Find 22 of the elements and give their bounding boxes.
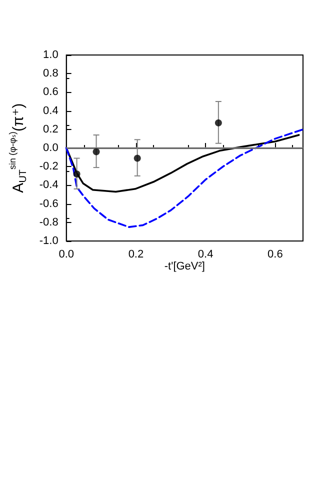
y-tick-label: -0.2 <box>39 160 58 173</box>
y-tick-label: -1.0 <box>39 235 58 247</box>
y-tick-label: -0.4 <box>39 179 58 192</box>
y-tick-label: 1.0 <box>43 49 58 61</box>
x-tick-label: 0.2 <box>128 248 144 260</box>
x-tick-label: 0.6 <box>268 248 283 260</box>
y-axis-title: AUTsin (φ-φₛ)(π⁺) <box>8 103 29 193</box>
point <box>92 148 100 156</box>
x-axis-title: -t'[GeV²] <box>164 260 205 272</box>
point <box>214 119 222 126</box>
y-tick-label: 0.8 <box>43 68 58 80</box>
point <box>73 170 80 178</box>
line-series <box>65 128 304 228</box>
y-tick-label: -0.8 <box>39 216 58 228</box>
y-tick-label: 0.4 <box>43 104 58 117</box>
x-tick-label: 0.0 <box>58 248 74 260</box>
y-tick-label: 0.2 <box>43 123 58 136</box>
point <box>134 154 141 162</box>
y-tick-label: 0.0 <box>43 142 58 154</box>
y-tick-label: -0.6 <box>39 198 58 210</box>
y-tick-label: 0.6 <box>43 86 58 98</box>
x-tick-label: 0.4 <box>198 248 214 260</box>
